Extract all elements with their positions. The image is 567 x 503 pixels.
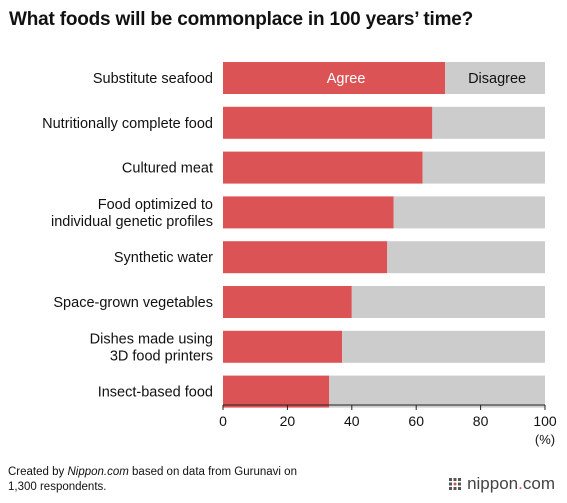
- series-label-disagree: Disagree: [468, 71, 526, 87]
- x-tick-label-40: 40: [344, 413, 360, 429]
- bar-disagree-0: [445, 62, 545, 94]
- category-label-6-line-1: 3D food printers: [110, 348, 213, 364]
- nippon-logo: nippon.com: [448, 474, 555, 494]
- x-tick-label-100: 100: [533, 413, 557, 429]
- x-axis-unit: (%): [535, 432, 555, 447]
- source-line-2: 1,300 respondents.: [8, 481, 107, 493]
- brand-text: nippon.com: [467, 474, 555, 493]
- source-suffix: based on data from Gurunavi on: [128, 466, 297, 478]
- bar-agree-1: [223, 106, 433, 139]
- category-label-2: Cultured meat: [122, 161, 213, 177]
- bar-disagree-6: [342, 330, 545, 363]
- bar-agree-6: [223, 330, 343, 363]
- source-name: Nippon.com: [67, 466, 129, 478]
- category-label-6-line-0: Dishes made using: [90, 331, 213, 347]
- category-label-1: Nutritionally complete food: [42, 116, 213, 132]
- bar-agree-4: [223, 241, 388, 274]
- category-label-4: Synthetic water: [114, 250, 213, 266]
- x-tick-label-80: 80: [473, 413, 489, 429]
- category-label-0: Substitute seafood: [93, 71, 213, 87]
- stacked-bar-chart: Substitute seafood Nutritionally complete…: [42, 62, 557, 447]
- category-label-3-line-0: Food optimized to: [98, 197, 213, 213]
- bar-disagree-1: [432, 106, 545, 139]
- x-tick-label-60: 60: [408, 413, 424, 429]
- category-label-5: Space-grown vegetables: [53, 295, 213, 311]
- x-tick-label-20: 20: [280, 413, 296, 429]
- bar-agree-7: [223, 375, 330, 408]
- x-tick-label-0: 0: [219, 413, 227, 429]
- bar-disagree-4: [387, 241, 545, 274]
- bar-disagree-2: [422, 151, 545, 184]
- chart-title: What foods will be commonplace in 100 ye…: [9, 9, 474, 30]
- bar-disagree-7: [329, 375, 545, 408]
- bar-disagree-3: [393, 196, 545, 229]
- bar-agree-5: [223, 286, 352, 318]
- nippon-logo-icon: [449, 478, 462, 490]
- bar-agree-2: [223, 151, 423, 184]
- series-label-agree: Agree: [327, 71, 366, 87]
- category-label-7: Insect-based food: [98, 385, 213, 401]
- category-label-3-line-1: individual genetic profiles: [51, 214, 213, 230]
- source-prefix: Created by: [8, 466, 68, 478]
- source-note: Created by Nippon.com based on data from…: [8, 465, 297, 495]
- bar-disagree-5: [351, 286, 545, 318]
- bar-agree-3: [223, 196, 394, 229]
- bar-agree-0: [223, 62, 446, 94]
